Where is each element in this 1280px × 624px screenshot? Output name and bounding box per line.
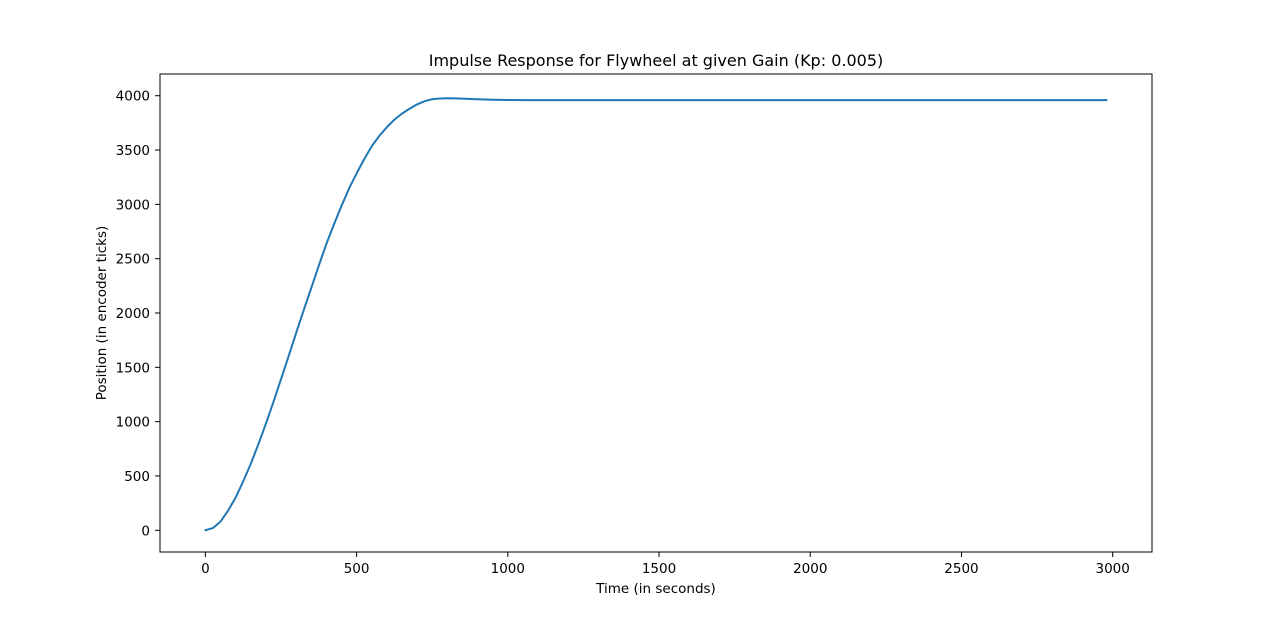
plot-area	[160, 74, 1152, 552]
chart-title: Impulse Response for Flywheel at given G…	[429, 51, 883, 70]
x-tick-label: 2500	[944, 561, 978, 577]
y-tick-label: 3500	[116, 143, 150, 159]
x-tick-label: 500	[344, 561, 370, 577]
x-axis-label: Time (in seconds)	[595, 581, 716, 597]
x-tick-label: 1000	[491, 561, 525, 577]
x-tick-label: 1500	[642, 561, 676, 577]
x-tick-label: 0	[201, 561, 210, 577]
y-tick-label: 500	[124, 469, 150, 485]
series-line-0	[204, 97, 1108, 532]
x-axis-ticks: 0 500 1000 1500 2000 2500 3000	[201, 552, 1130, 577]
y-tick-label: 3000	[116, 197, 150, 213]
y-tick-label: 1500	[116, 360, 150, 376]
y-axis-label: Position (in encoder ticks)	[94, 226, 110, 401]
y-tick-label: 0	[141, 523, 150, 539]
y-axis-ticks: 0 500 1000 1500 2000 2500 3000 3500 4000	[116, 89, 160, 539]
y-tick-label: 1000	[116, 415, 150, 431]
y-tick-label: 4000	[116, 89, 150, 105]
y-tick-label: 2000	[116, 306, 150, 322]
x-tick-label: 3000	[1096, 561, 1130, 577]
x-tick-label: 2000	[793, 561, 827, 577]
series-layer	[204, 97, 1108, 532]
y-tick-label: 2500	[116, 252, 150, 268]
